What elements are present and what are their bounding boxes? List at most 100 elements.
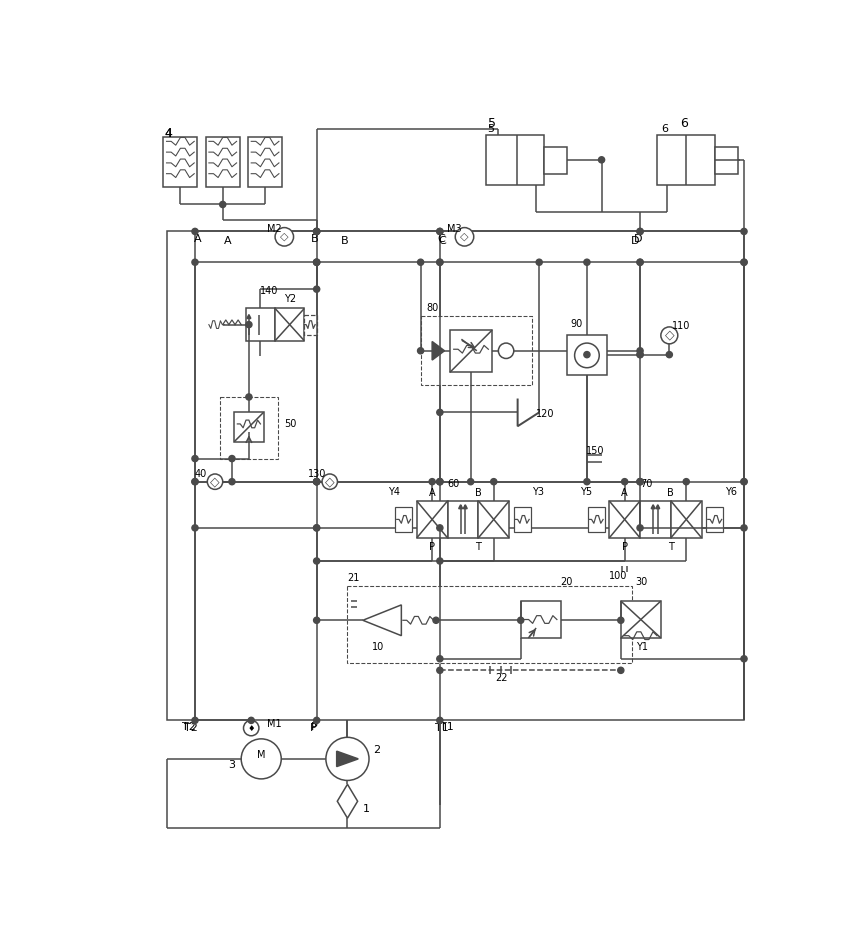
Circle shape — [325, 737, 369, 781]
Text: M3: M3 — [446, 224, 461, 234]
Polygon shape — [650, 504, 654, 509]
Bar — [220, 397, 278, 459]
Circle shape — [314, 259, 320, 265]
Circle shape — [740, 478, 746, 485]
Text: B: B — [667, 488, 673, 498]
Circle shape — [636, 525, 642, 531]
Bar — [486, 135, 544, 185]
Circle shape — [740, 656, 746, 662]
Circle shape — [436, 228, 442, 234]
Text: 110: 110 — [671, 321, 689, 332]
Circle shape — [429, 478, 435, 485]
Circle shape — [192, 456, 198, 461]
Bar — [705, 507, 722, 531]
Circle shape — [314, 558, 320, 564]
Circle shape — [436, 409, 442, 416]
Circle shape — [322, 474, 337, 489]
Circle shape — [192, 717, 198, 724]
Text: ◇: ◇ — [325, 475, 334, 488]
Circle shape — [636, 228, 642, 234]
Text: Y2: Y2 — [284, 294, 296, 304]
Text: P: P — [310, 722, 317, 731]
Circle shape — [490, 478, 496, 485]
Circle shape — [498, 343, 513, 359]
Text: M2: M2 — [267, 224, 281, 234]
Text: P: P — [429, 542, 435, 552]
Circle shape — [636, 347, 642, 354]
Text: ◇: ◇ — [460, 232, 469, 242]
Text: 50: 50 — [284, 419, 296, 429]
Text: 140: 140 — [260, 287, 278, 296]
Circle shape — [740, 259, 746, 265]
Text: 60: 60 — [447, 479, 459, 489]
Bar — [166, 232, 743, 720]
Text: T: T — [667, 542, 673, 552]
Text: 130: 130 — [307, 469, 325, 479]
Text: ♦: ♦ — [247, 724, 255, 732]
Text: M: M — [256, 750, 265, 760]
Text: Y1: Y1 — [635, 643, 647, 652]
Circle shape — [740, 228, 746, 234]
Polygon shape — [458, 504, 462, 509]
Circle shape — [243, 720, 259, 736]
Bar — [670, 501, 701, 538]
Text: 30: 30 — [635, 577, 647, 587]
Text: 2: 2 — [372, 744, 380, 755]
Circle shape — [314, 228, 320, 234]
Circle shape — [682, 478, 688, 485]
Polygon shape — [362, 605, 401, 636]
Text: B: B — [310, 234, 318, 244]
Text: 90: 90 — [570, 318, 582, 329]
Text: 5: 5 — [487, 117, 495, 130]
Circle shape — [636, 351, 642, 358]
Text: T2: T2 — [184, 723, 198, 733]
Text: 80: 80 — [426, 304, 439, 314]
Bar — [205, 136, 239, 187]
Circle shape — [636, 351, 642, 358]
Bar — [234, 413, 263, 442]
Circle shape — [455, 228, 473, 246]
Circle shape — [665, 351, 671, 358]
Circle shape — [636, 228, 642, 234]
Circle shape — [436, 259, 442, 265]
Circle shape — [314, 478, 320, 485]
Bar — [513, 507, 530, 531]
Circle shape — [636, 259, 642, 265]
Polygon shape — [463, 504, 467, 509]
Circle shape — [436, 478, 442, 485]
Circle shape — [245, 394, 251, 400]
Text: 10: 10 — [371, 643, 384, 652]
Circle shape — [314, 228, 320, 234]
Text: 120: 120 — [535, 409, 554, 419]
Text: ◇: ◇ — [664, 329, 673, 342]
Circle shape — [740, 259, 746, 265]
Circle shape — [417, 259, 423, 265]
Circle shape — [617, 667, 623, 673]
Text: A: A — [193, 234, 201, 244]
Text: 70: 70 — [639, 479, 652, 489]
Circle shape — [433, 617, 439, 623]
Bar — [478, 501, 509, 538]
Circle shape — [583, 478, 590, 485]
Text: B: B — [341, 235, 348, 246]
Circle shape — [436, 558, 442, 564]
Circle shape — [598, 157, 604, 163]
Bar — [417, 501, 447, 538]
Bar — [620, 601, 660, 638]
Text: 6: 6 — [679, 117, 688, 130]
Polygon shape — [432, 342, 444, 360]
Circle shape — [314, 525, 320, 531]
Text: ◇: ◇ — [279, 232, 288, 242]
Bar — [304, 315, 316, 334]
Text: 100: 100 — [608, 572, 627, 581]
Circle shape — [219, 202, 226, 207]
Circle shape — [636, 478, 642, 485]
Circle shape — [192, 228, 198, 234]
Bar — [544, 147, 567, 174]
Circle shape — [436, 259, 442, 265]
Circle shape — [241, 739, 281, 779]
Polygon shape — [337, 751, 358, 767]
Circle shape — [228, 478, 235, 485]
Text: T2: T2 — [181, 722, 196, 731]
Circle shape — [467, 478, 473, 485]
